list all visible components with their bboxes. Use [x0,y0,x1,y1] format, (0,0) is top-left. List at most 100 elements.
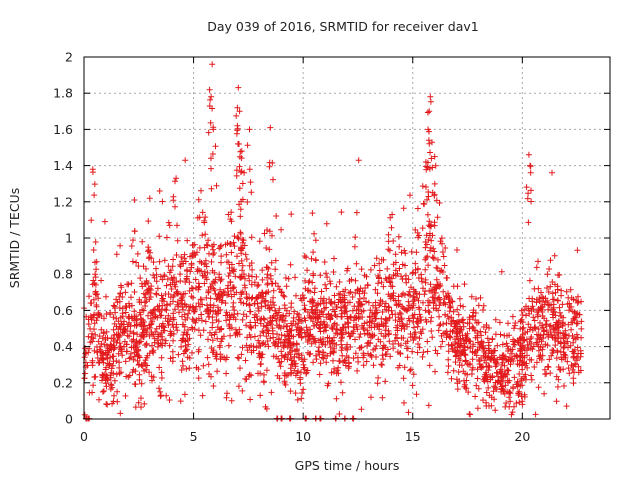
data-point [114,336,121,343]
data-point [128,243,135,249]
data-point [156,258,163,265]
data-point [273,353,280,360]
data-point [297,374,303,381]
data-point [236,185,243,192]
data-point [141,367,148,374]
data-point [137,311,144,318]
data-point [510,341,517,348]
data-point [339,389,346,396]
data-point [397,311,404,317]
data-point [513,352,520,359]
data-point [237,365,243,372]
data-point [415,275,422,281]
data-point [519,358,526,365]
data-point [248,189,255,196]
data-point [425,189,432,195]
data-point [444,274,451,281]
data-point [395,301,402,308]
data-point [247,179,254,186]
data-point [396,243,403,250]
data-point [450,327,457,334]
data-point [442,245,449,251]
data-point [195,280,202,287]
data-point [203,294,210,301]
data-point [323,270,329,277]
data-point [538,356,545,363]
data-point [288,361,295,368]
data-point [439,338,446,345]
data-point [494,379,501,386]
data-point [446,333,453,340]
data-point [259,267,266,274]
data-point [429,334,436,341]
data-point [172,203,178,210]
data-point [175,303,182,310]
data-point [288,342,295,349]
data-point [324,274,331,281]
data-point [554,383,561,390]
x-tick-label: 0 [80,429,88,444]
data-point [265,302,272,308]
data-point [288,211,295,218]
data-point [444,369,451,376]
data-point [324,334,331,341]
data-point [309,210,316,217]
data-point [111,392,117,399]
data-point [255,308,262,314]
data-point [236,141,242,147]
data-point [204,269,211,276]
data-point [111,320,118,327]
data-point [146,369,153,376]
data-point [199,392,206,399]
data-point [145,312,151,319]
data-point [341,292,348,299]
y-axis-label: SRMTID / TECUs [7,188,22,288]
data-point [145,247,152,254]
data-point [323,359,330,366]
data-point [269,232,275,239]
data-point [470,313,477,320]
data-point [354,287,361,294]
data-point [383,317,390,324]
data-point [154,285,161,292]
data-point [342,357,349,364]
data-point [135,362,142,368]
data-point [343,353,350,360]
data-point [209,337,216,344]
data-point [429,189,436,196]
data-point [455,336,462,343]
data-point [380,321,386,327]
data-point [233,112,240,119]
data-point [535,384,542,391]
data-point [374,290,381,297]
data-point [379,352,386,359]
data-point [202,214,209,221]
data-point [225,282,232,289]
data-point [267,335,274,342]
data-point [173,252,180,258]
data-point [82,350,89,357]
data-point [524,342,531,348]
data-point [242,275,248,282]
data-point [511,341,518,348]
data-point [137,275,144,282]
data-point [497,373,504,380]
data-point [385,303,392,310]
data-point [361,272,368,279]
data-point [316,351,323,358]
data-point [474,366,481,373]
data-point [167,301,174,307]
data-point [201,280,208,287]
data-point [91,320,98,327]
data-point [513,400,520,407]
data-point [385,331,392,338]
data-point [457,302,464,309]
data-point [429,254,436,261]
data-point [115,334,122,341]
data-point [111,303,118,310]
data-point [246,262,253,269]
data-point [551,252,558,259]
data-point [183,275,190,282]
data-point [498,268,505,275]
data-point [278,358,285,365]
